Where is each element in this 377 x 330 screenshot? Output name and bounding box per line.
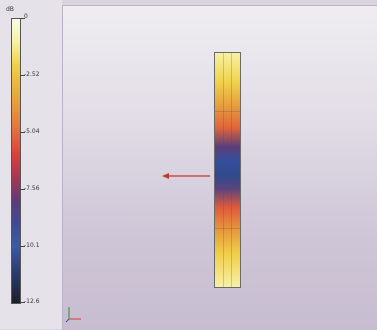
legend-tick [20,75,25,76]
mesh-line [215,111,240,112]
mesh-line [215,170,240,171]
legend-tick-label: -12.6 [24,298,40,305]
legend-tick-label: 0 [24,13,28,20]
arrow-left-icon [162,173,210,179]
xyz-axis-icon [65,307,81,323]
legend-tick-label: -5.04 [24,128,40,135]
colorbar [11,18,21,304]
legend-tick [20,302,25,303]
radiating-element-model[interactable] [214,52,241,288]
legend-tick [20,189,25,190]
legend-tick-label: -2.52 [24,71,40,78]
legend-tick [20,132,25,133]
color-legend: dB 0 -2.52 -5.04 -7.56 -10.1 -12.6 [0,0,62,329]
legend-tick-label: -7.56 [24,185,40,192]
legend-tick [20,18,25,19]
legend-tick-label: -10.1 [24,242,40,249]
mesh-line [231,53,232,287]
legend-tick [20,246,25,247]
3d-viewport[interactable] [62,5,377,330]
legend-unit-label: dB [6,6,14,13]
mesh-line [215,228,240,229]
mesh-line [223,53,224,287]
